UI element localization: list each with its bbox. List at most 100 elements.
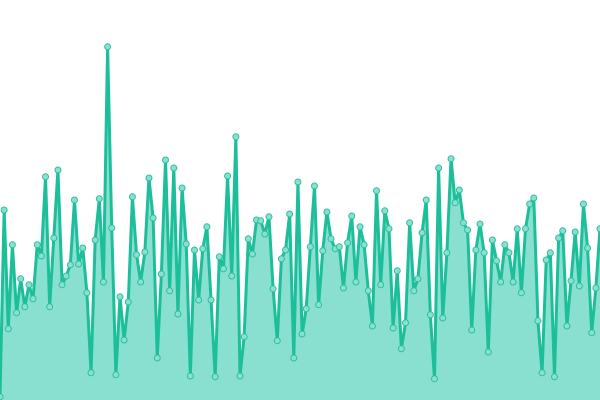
data-point (339, 284, 347, 292)
data-point (430, 375, 438, 383)
data-point (373, 187, 381, 195)
data-point (91, 236, 99, 244)
data-point (538, 369, 546, 377)
data-point (385, 225, 393, 233)
data-point (546, 249, 554, 257)
data-point (104, 43, 112, 51)
data-point (37, 252, 45, 260)
data-point (211, 373, 219, 381)
data-point (493, 257, 501, 265)
data-point (186, 372, 194, 380)
data-point (29, 295, 37, 303)
data-point (406, 219, 414, 227)
data-point (509, 278, 517, 286)
data-point (95, 195, 103, 203)
data-point (542, 256, 550, 264)
data-point (99, 278, 107, 286)
data-point (327, 235, 335, 243)
data-point (79, 244, 87, 252)
data-point (488, 236, 496, 244)
data-point (277, 255, 285, 263)
data-point (555, 234, 563, 242)
data-point (108, 224, 116, 232)
data-point (228, 272, 236, 280)
area-fill (0, 46, 600, 400)
data-point (137, 278, 145, 286)
data-point (352, 278, 360, 286)
data-point (0, 206, 8, 214)
data-point (182, 240, 190, 248)
data-point (286, 210, 294, 218)
data-point (4, 325, 12, 333)
data-point (534, 317, 542, 325)
data-point (530, 194, 538, 202)
data-point (219, 265, 227, 273)
data-point (261, 230, 269, 238)
data-point (381, 207, 389, 215)
data-point (273, 337, 281, 345)
data-point (563, 322, 571, 330)
data-point (195, 296, 203, 304)
data-point (402, 319, 410, 327)
data-point (215, 253, 223, 261)
data-point (298, 330, 306, 338)
data-point (224, 172, 232, 180)
data-point (435, 164, 443, 172)
data-point (592, 284, 600, 292)
data-point (505, 249, 513, 257)
data-point (174, 310, 182, 318)
data-point (310, 182, 318, 190)
data-point (588, 329, 596, 337)
data-point (46, 303, 54, 311)
data-point (522, 225, 530, 233)
data-point (439, 314, 447, 322)
data-point (120, 336, 128, 344)
data-point (550, 373, 558, 381)
data-point (584, 244, 592, 252)
data-point (145, 174, 153, 182)
data-point (410, 287, 418, 295)
data-point (517, 289, 525, 297)
series-line (0, 45, 600, 397)
data-point (468, 326, 476, 334)
data-point (472, 246, 480, 254)
data-point (33, 241, 41, 249)
data-point (232, 133, 240, 141)
data-point (480, 249, 488, 257)
data-point (0, 393, 4, 400)
data-markers (0, 43, 600, 400)
data-point (579, 200, 587, 208)
data-point (426, 311, 434, 319)
data-point (50, 234, 58, 242)
data-point (418, 229, 426, 237)
data-point (265, 213, 273, 221)
data-point (87, 369, 95, 377)
data-point (128, 193, 136, 201)
data-point (356, 223, 364, 231)
data-point (323, 208, 331, 216)
data-point (70, 196, 78, 204)
data-point (459, 219, 467, 227)
data-point (157, 270, 165, 278)
data-point (8, 241, 16, 249)
data-point (455, 186, 463, 194)
data-point (559, 227, 567, 235)
data-point (364, 287, 372, 295)
data-point (257, 217, 265, 225)
data-point (17, 275, 25, 283)
data-point (149, 214, 157, 222)
data-point (451, 199, 459, 207)
data-point (501, 241, 509, 249)
data-point (306, 243, 314, 251)
data-point (83, 289, 91, 297)
data-point (21, 303, 29, 311)
data-point (447, 155, 455, 163)
data-point (290, 354, 298, 362)
data-point (58, 281, 66, 289)
data-point (464, 226, 472, 234)
data-point (178, 184, 186, 192)
data-point (575, 282, 583, 290)
data-point (54, 166, 62, 174)
data-point (315, 301, 323, 309)
